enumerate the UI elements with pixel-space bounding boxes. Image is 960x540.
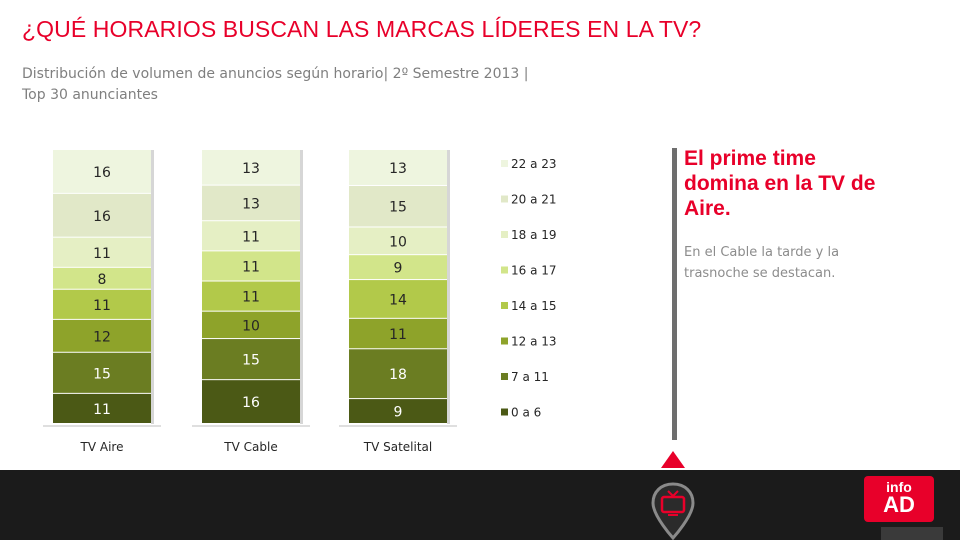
bar-segment: [202, 150, 300, 185]
bar-segment: [53, 319, 151, 352]
bar-segment: [349, 185, 447, 227]
data-label: 10: [389, 234, 407, 250]
tv-icon[interactable]: [650, 482, 696, 540]
logo-line-1: info: [886, 479, 912, 495]
bar-segment: [202, 380, 300, 423]
data-label: 11: [242, 259, 260, 275]
legend-label: 16 a 17: [511, 264, 557, 278]
data-label: 10: [242, 318, 260, 334]
legend-swatch: [501, 373, 508, 380]
data-label: 16: [93, 165, 111, 181]
data-label: 11: [389, 327, 407, 343]
data-label: 15: [242, 353, 260, 369]
stacked-bar-chart: 11 15 12 11 8 11 16 16 TV Aire 16 15 10 11 11 11 13 13 TV…: [43, 150, 557, 454]
data-label: 13: [242, 196, 260, 212]
bar-segment: [202, 251, 300, 281]
bar-segment: [53, 393, 151, 423]
page-subtitle: Distribución de volumen de anuncios segú…: [22, 64, 622, 106]
data-label: 11: [93, 402, 111, 418]
bar-segment: [349, 255, 447, 280]
category-label: TV Aire: [80, 440, 124, 454]
legend-swatch: [501, 302, 508, 309]
subtitle-line-2: Top 30 anunciantes: [22, 87, 158, 103]
bar-segment: [202, 339, 300, 380]
bar-segment: [202, 311, 300, 339]
data-label: 15: [93, 366, 111, 382]
data-label: 9: [394, 405, 403, 421]
bar-segment: [53, 150, 151, 193]
bar-segment: [349, 280, 447, 318]
data-label: 11: [242, 290, 260, 306]
bar-segment: [349, 150, 447, 185]
legend-label: 22 a 23: [511, 157, 557, 171]
category-label: TV Satelital: [363, 440, 432, 454]
bar-shadow: [151, 150, 154, 424]
bar-shadow: [300, 150, 303, 424]
bar-segment: [349, 349, 447, 399]
data-label: 8: [98, 272, 107, 288]
legend-label: 12 a 13: [511, 335, 557, 349]
data-label: 13: [389, 161, 407, 177]
data-label: 13: [242, 161, 260, 177]
bar-segment: [53, 289, 151, 319]
page-title: ¿QUÉ HORARIOS BUSCAN LAS MARCAS LÍDERES …: [22, 16, 702, 42]
legend-swatch: [501, 231, 508, 238]
bar-segment: [349, 318, 447, 349]
bar-segment: [349, 399, 447, 423]
legend-label: 14 a 15: [511, 299, 557, 313]
data-label: 12: [93, 329, 111, 345]
callout-text: En el Cable la tarde y la trasnoche se d…: [684, 245, 840, 281]
bar-segment: [53, 193, 151, 237]
footer-bar: [0, 470, 960, 540]
legend-label: 7 a 11: [511, 370, 549, 384]
bar-segment: [53, 352, 151, 393]
triangle-up-icon: [661, 451, 685, 468]
legend-swatch: [501, 408, 508, 416]
bar-segment: [349, 227, 447, 255]
legend-label: 0 a 6: [511, 406, 541, 420]
data-label: 18: [389, 367, 407, 383]
logo-tab: [881, 527, 943, 540]
data-label: 9: [394, 261, 403, 277]
data-label: 14: [389, 292, 407, 308]
data-label: 16: [242, 395, 260, 411]
data-label: 11: [242, 229, 260, 245]
logo-line-2: AD: [883, 492, 915, 517]
legend-swatch: [501, 195, 508, 203]
infoad-logo[interactable]: info AD: [864, 476, 934, 522]
legend-label: 20 a 21: [511, 193, 557, 207]
legend-swatch: [501, 266, 508, 274]
bar-shadow: [447, 150, 450, 424]
category-label: TV Cable: [223, 440, 277, 454]
legend-label: 18 a 19: [511, 228, 557, 242]
bar-segment: [202, 281, 300, 311]
callout-divider: [672, 148, 677, 440]
bar-segment: [53, 237, 151, 267]
bar-segment: [202, 221, 300, 251]
bar-segment: [202, 185, 300, 221]
legend-swatch: [501, 160, 508, 167]
callout-title: El prime time domina en la TV de Aire.: [684, 147, 876, 220]
data-label: 11: [93, 298, 111, 314]
data-label: 11: [93, 246, 111, 262]
data-label: 16: [93, 209, 111, 225]
subtitle-line-1: Distribución de volumen de anuncios segú…: [22, 66, 529, 82]
data-label: 15: [389, 200, 407, 216]
bar-segment: [53, 267, 151, 289]
legend-swatch: [501, 337, 508, 345]
